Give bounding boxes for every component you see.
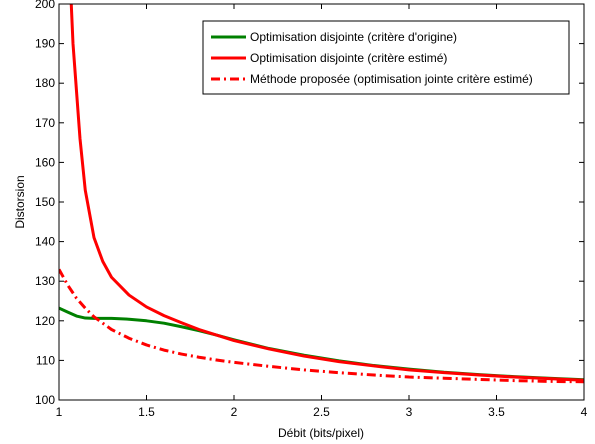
x-tick-label: 4	[581, 405, 588, 419]
series-line-3	[59, 268, 584, 384]
x-tick-label: 3.5	[488, 405, 505, 419]
y-tick-label: 100	[35, 393, 55, 407]
y-tick-label: 180	[35, 76, 55, 90]
y-tick-label: 150	[35, 195, 55, 209]
legend-label-2: Optimisation disjointe (critère estimé)	[250, 51, 447, 65]
series-line-2	[69, 4, 584, 382]
y-tick-label: 170	[35, 116, 55, 130]
legend-label-1: Optimisation disjointe (critère d'origin…	[250, 30, 457, 44]
x-tick-label: 2.5	[313, 405, 330, 419]
legend-box	[202, 20, 570, 95]
x-tick-label: 3	[406, 405, 413, 419]
plot-frame	[58, 3, 585, 401]
x-axis-label: Débit (bits/pixel)	[278, 426, 364, 440]
legend-label-3: Méthode proposée (optimisation jointe cr…	[250, 72, 533, 86]
y-tick-label: 110	[36, 353, 55, 367]
x-tick-label: 2	[231, 405, 238, 419]
ticks-layer: 1 1.5 2 2.5 3 3.5 4 100 110 120 130 140 150 160 170 180…	[35, 0, 588, 419]
y-tick-label: 120	[35, 314, 55, 328]
x-tick-label: 1	[56, 405, 63, 419]
y-tick-label: 200	[35, 0, 55, 11]
y-tick-label: 140	[35, 235, 55, 249]
x-tick-label: 1.5	[138, 405, 155, 419]
y-tick-label: 130	[35, 274, 55, 288]
legend: Optimisation disjointe (critère d'origin…	[202, 20, 570, 95]
y-axis-label: Distorsion	[13, 175, 27, 228]
y-tick-label: 190	[35, 37, 55, 51]
y-tick-label: 160	[35, 155, 55, 169]
series-layer	[59, 4, 584, 384]
